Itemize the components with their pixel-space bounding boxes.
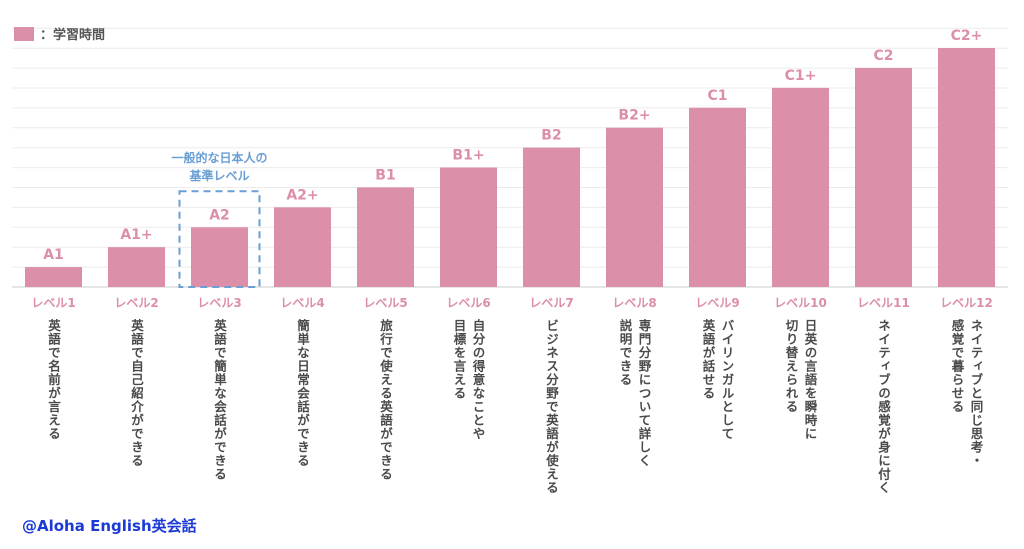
category-description-line: 切り替えられる: [783, 319, 799, 414]
category-description: ネイティブの感覚が身に付く: [875, 319, 892, 495]
category-level-label: レベル9: [695, 296, 740, 310]
category-description-line: ネイティブの感覚が身に付く: [876, 319, 891, 495]
legend-swatch: [14, 26, 34, 41]
bar: [357, 187, 414, 287]
category-description-line: 自分の得意なことや: [470, 319, 486, 441]
category-description: 旅行で使える英語ができる: [377, 319, 394, 481]
bar-label: C1: [707, 88, 727, 104]
bar-label: C1+: [785, 68, 817, 84]
category-description-line: 目標を言える: [451, 319, 467, 400]
bar: [772, 87, 829, 287]
category-description-line: ビジネス分野で英語が使える: [544, 319, 559, 495]
annotation-line-2: 基準レベル: [189, 169, 250, 184]
category-column: レベル9 バイリンガルとして 英語が話せる: [678, 294, 758, 441]
category-description-line: 旅行で使える英語ができる: [378, 319, 393, 481]
baseline-level-annotation: 一般的な日本人の 基準レベル: [160, 149, 280, 185]
category-level-label: レベル1: [31, 296, 76, 310]
category-description: 日英の言語を瞬時に 切り替えられる: [783, 319, 819, 441]
category-description: ビジネス分野で英語が使える: [543, 319, 560, 495]
bars: [25, 48, 995, 288]
category-column: レベル7 ビジネス分野で英語が使える: [512, 294, 592, 495]
category-column: レベル6 自分の得意なことや 目標を言える: [429, 294, 509, 441]
bar-labels: A1 A1+ A2 A2+ B1 B1+ B2 B2+ C1 C1+ C2 C2+: [43, 28, 982, 263]
category-column: レベル5 旅行で使える英語ができる: [346, 294, 426, 481]
category-column: レベル10 日英の言語を瞬時に 切り替えられる: [761, 294, 841, 441]
bar-label: C2+: [951, 28, 983, 44]
category-column: レベル3 英語で簡単な会話ができる: [180, 294, 260, 481]
category-description: 英語で名前が言える: [45, 319, 62, 441]
bar: [523, 147, 580, 287]
category-description: バイリンガルとして 英語が話せる: [700, 319, 736, 441]
bar: [191, 227, 248, 287]
legend-label: ：学習時間: [40, 28, 106, 43]
legend-label-text: 学習時間: [53, 28, 106, 43]
category-level-label: レベル3: [197, 296, 242, 310]
bar: [25, 267, 82, 287]
bar-label: A1: [43, 247, 64, 263]
category-level-label: レベル5: [363, 296, 408, 310]
category-level-label: レベル7: [529, 296, 574, 310]
legend: ：学習時間: [14, 24, 105, 43]
grid-lines: [12, 27, 1008, 288]
category-description-line: ネイティブと同じ思考・: [968, 319, 984, 468]
bar: [274, 207, 331, 287]
bar: [689, 107, 746, 287]
category-description-line: 日英の言語を瞬時に: [802, 319, 818, 441]
category-level-label: レベル10: [774, 296, 827, 310]
bar-label: A1+: [120, 227, 152, 243]
watermark: @Aloha English英会話: [22, 517, 197, 535]
annotation-line-1: 一般的な日本人の: [171, 151, 268, 166]
bar-label: A2: [209, 207, 230, 223]
category-description-line: 簡単な日常会話ができる: [295, 319, 310, 468]
category-level-label: レベル8: [612, 296, 657, 310]
category-column: レベル4 簡単な日常会話ができる: [263, 294, 343, 468]
baseline-level-highlight-box: [178, 190, 261, 288]
category-level-label: レベル2: [114, 296, 159, 310]
category-description-line: 英語で簡単な会話ができる: [212, 319, 227, 481]
category-level-label: レベル12: [940, 296, 993, 310]
bar: [108, 247, 165, 287]
category-description: ネイティブと同じ思考・ 感覚で暮らせる: [949, 319, 985, 468]
category-description: 英語で簡単な会話ができる: [211, 319, 228, 481]
category-description-line: 英語で名前が言える: [46, 319, 61, 441]
category-description: 英語で自己紹介ができる: [128, 319, 145, 468]
category-description-line: 説明できる: [617, 319, 633, 387]
category-description-line: バイリンガルとして: [719, 319, 735, 441]
category-description-line: 専門分野について詳しく: [636, 319, 652, 468]
bar: [606, 127, 663, 288]
bar: [938, 48, 995, 287]
category-description: 自分の得意なことや 目標を言える: [451, 319, 487, 441]
bar-label: C2: [873, 48, 893, 64]
category-description-line: 感覚で暮らせる: [949, 319, 965, 414]
bar-label: B1: [375, 167, 395, 183]
category-column: レベル1 英語で名前が言える: [14, 294, 94, 441]
bar-label: B2+: [618, 108, 650, 124]
category-level-label: レベル11: [857, 296, 910, 310]
bar: [440, 167, 497, 287]
category-column: レベル12 ネイティブと同じ思考・ 感覚で暮らせる: [927, 294, 1007, 468]
category-level-label: レベル6: [446, 296, 491, 310]
bar-label: A2+: [286, 187, 318, 203]
category-description: 簡単な日常会話ができる: [294, 319, 311, 468]
category-column: レベル2 英語で自己紹介ができる: [97, 294, 177, 468]
bar-label: B1+: [452, 148, 484, 164]
category-column: レベル8 専門分野について詳しく 説明できる: [595, 294, 675, 468]
category-description-line: 英語で自己紹介ができる: [129, 319, 144, 468]
bar: [855, 67, 912, 288]
category-description: 専門分野について詳しく 説明できる: [617, 319, 653, 468]
bar-label: B2: [541, 128, 561, 144]
category-column: レベル11 ネイティブの感覚が身に付く: [844, 294, 924, 495]
category-description-line: 英語が話せる: [700, 319, 716, 400]
category-level-label: レベル4: [280, 296, 325, 310]
